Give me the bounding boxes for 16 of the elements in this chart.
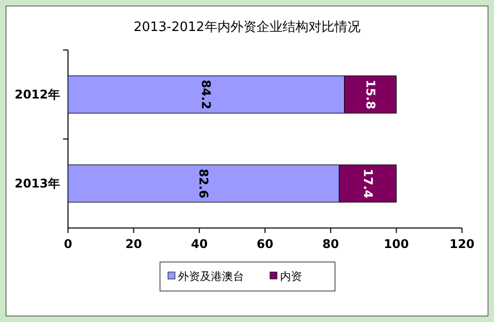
data-label: 82.6	[196, 168, 211, 198]
y-tick-label: 2012年	[14, 88, 60, 102]
y-tick-label: 2013年	[14, 176, 60, 190]
data-label: 15.8	[363, 80, 378, 110]
x-tick-label: 80	[322, 237, 340, 251]
x-tick-label: 120	[449, 237, 475, 251]
x-tick-label: 0	[64, 237, 72, 251]
chart-title: 2013-2012年内外资企业结构对比情况	[134, 20, 360, 35]
data-label: 84.2	[199, 80, 214, 110]
x-tick-label: 100	[384, 237, 409, 251]
legend-label: 内资	[280, 270, 302, 283]
x-tick-label: 40	[190, 237, 208, 251]
x-tick-label: 60	[256, 237, 274, 251]
data-label: 17.4	[360, 168, 375, 198]
x-tick-label: 20	[125, 237, 142, 251]
legend-label: 外资及港澳台	[178, 270, 244, 283]
